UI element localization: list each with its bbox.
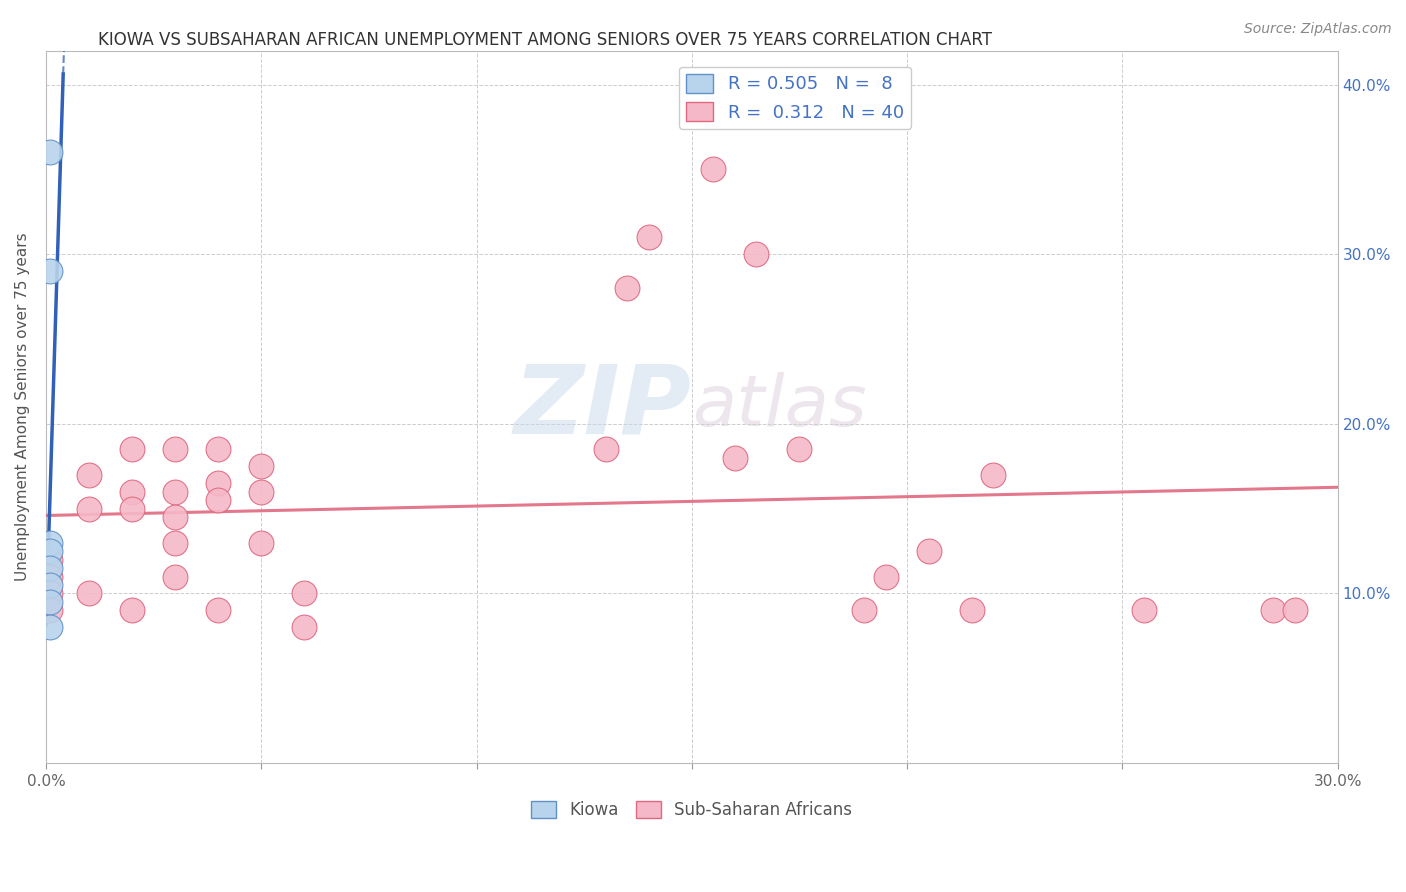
- Text: ZIP: ZIP: [515, 360, 692, 453]
- Point: [121, 603, 143, 617]
- Y-axis label: Unemployment Among Seniors over 75 years: Unemployment Among Seniors over 75 years: [15, 233, 30, 582]
- Point: [165, 569, 187, 583]
- Point: [39, 264, 62, 278]
- Point: [724, 450, 747, 465]
- Text: Source: ZipAtlas.com: Source: ZipAtlas.com: [1244, 22, 1392, 37]
- Point: [165, 442, 187, 457]
- Text: KIOWA VS SUBSAHARAN AFRICAN UNEMPLOYMENT AMONG SENIORS OVER 75 YEARS CORRELATION: KIOWA VS SUBSAHARAN AFRICAN UNEMPLOYMENT…: [98, 31, 993, 49]
- Point: [745, 247, 768, 261]
- Point: [292, 620, 315, 634]
- Point: [165, 510, 187, 524]
- Point: [1133, 603, 1156, 617]
- Point: [77, 501, 100, 516]
- Point: [616, 281, 638, 295]
- Point: [1261, 603, 1284, 617]
- Point: [292, 586, 315, 600]
- Legend: Kiowa, Sub-Saharan Africans: Kiowa, Sub-Saharan Africans: [524, 795, 859, 826]
- Point: [39, 578, 62, 592]
- Point: [39, 620, 62, 634]
- Point: [39, 586, 62, 600]
- Point: [207, 476, 229, 491]
- Point: [207, 442, 229, 457]
- Point: [165, 535, 187, 549]
- Point: [981, 467, 1004, 482]
- Point: [960, 603, 983, 617]
- Point: [39, 561, 62, 575]
- Point: [39, 603, 62, 617]
- Point: [39, 552, 62, 566]
- Point: [39, 535, 62, 549]
- Point: [77, 467, 100, 482]
- Point: [39, 145, 62, 160]
- Point: [250, 459, 273, 474]
- Point: [595, 442, 617, 457]
- Point: [207, 493, 229, 508]
- Point: [917, 544, 939, 558]
- Point: [121, 484, 143, 499]
- Text: atlas: atlas: [692, 372, 866, 442]
- Point: [853, 603, 876, 617]
- Point: [121, 501, 143, 516]
- Point: [1284, 603, 1306, 617]
- Point: [250, 484, 273, 499]
- Point: [702, 162, 724, 177]
- Point: [207, 603, 229, 617]
- Point: [789, 442, 811, 457]
- Point: [165, 484, 187, 499]
- Point: [39, 595, 62, 609]
- Point: [637, 230, 659, 244]
- Point: [77, 586, 100, 600]
- Point: [39, 569, 62, 583]
- Point: [121, 442, 143, 457]
- Point: [250, 535, 273, 549]
- Point: [39, 544, 62, 558]
- Point: [875, 569, 897, 583]
